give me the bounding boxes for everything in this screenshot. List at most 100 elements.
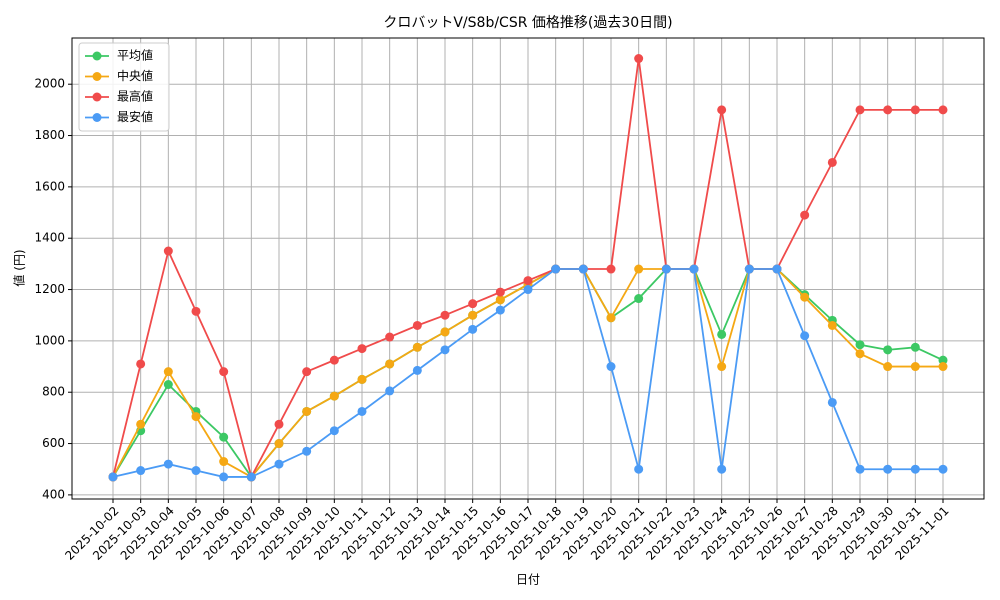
point bbox=[468, 299, 478, 309]
point bbox=[468, 310, 478, 320]
point bbox=[357, 406, 367, 416]
point bbox=[578, 264, 588, 274]
point bbox=[136, 359, 146, 369]
point bbox=[191, 412, 201, 422]
point bbox=[302, 367, 312, 377]
point bbox=[606, 313, 616, 323]
point bbox=[606, 264, 616, 274]
point bbox=[910, 342, 920, 352]
legend-label: 最高値 bbox=[117, 89, 153, 104]
legend-marker bbox=[92, 51, 102, 61]
point bbox=[827, 157, 837, 167]
point bbox=[274, 439, 284, 449]
point bbox=[717, 105, 727, 115]
point bbox=[634, 294, 644, 304]
point bbox=[219, 472, 229, 482]
y-tick-label: 400 bbox=[42, 487, 65, 501]
point bbox=[329, 355, 339, 365]
point bbox=[219, 432, 229, 442]
point bbox=[883, 345, 893, 355]
point bbox=[800, 331, 810, 341]
point bbox=[523, 285, 533, 295]
point bbox=[910, 464, 920, 474]
point bbox=[108, 472, 118, 482]
y-axis-label: 値 (円) bbox=[12, 249, 27, 286]
point bbox=[910, 362, 920, 372]
point bbox=[385, 332, 395, 342]
y-tick-label: 2000 bbox=[34, 77, 65, 91]
point bbox=[329, 391, 339, 401]
legend-marker bbox=[92, 72, 102, 81]
y-tick-label: 600 bbox=[42, 436, 65, 450]
y-tick-label: 1000 bbox=[34, 333, 65, 347]
x-axis-label: 日付 bbox=[516, 573, 540, 587]
legend-label: 平均値 bbox=[117, 48, 153, 63]
point bbox=[883, 464, 893, 474]
point bbox=[717, 362, 727, 372]
point bbox=[855, 340, 865, 350]
point bbox=[302, 446, 312, 456]
point bbox=[412, 342, 422, 352]
point bbox=[855, 349, 865, 359]
plot-frame bbox=[71, 37, 985, 500]
point bbox=[357, 374, 367, 384]
point bbox=[551, 264, 561, 274]
point bbox=[219, 367, 229, 377]
point bbox=[136, 466, 146, 476]
point bbox=[440, 310, 450, 320]
point bbox=[827, 397, 837, 407]
point bbox=[163, 459, 173, 469]
point bbox=[495, 287, 505, 297]
point bbox=[412, 365, 422, 375]
point bbox=[357, 344, 367, 354]
point bbox=[855, 464, 865, 474]
legend-label: 中央値 bbox=[117, 68, 153, 83]
point bbox=[717, 464, 727, 474]
point bbox=[772, 264, 782, 274]
point bbox=[136, 419, 146, 429]
y-tick-label: 800 bbox=[42, 385, 65, 399]
legend-marker bbox=[92, 92, 102, 102]
point bbox=[938, 464, 948, 474]
point bbox=[163, 367, 173, 377]
point bbox=[938, 362, 948, 372]
point bbox=[938, 355, 948, 365]
point bbox=[634, 264, 644, 274]
point bbox=[910, 105, 920, 115]
point bbox=[661, 264, 671, 274]
point bbox=[495, 295, 505, 305]
y-tick-label: 1400 bbox=[34, 231, 65, 245]
chart-title: クロバットV/S8b/CSR 価格推移(過去30日間) bbox=[383, 15, 672, 31]
legend-box bbox=[78, 42, 170, 132]
point bbox=[385, 386, 395, 396]
point bbox=[855, 105, 865, 115]
point bbox=[827, 320, 837, 330]
point bbox=[634, 54, 644, 64]
point bbox=[606, 362, 616, 372]
point bbox=[274, 459, 284, 469]
point bbox=[689, 264, 699, 274]
point bbox=[800, 210, 810, 220]
point bbox=[246, 472, 256, 482]
legend-marker bbox=[92, 113, 102, 122]
point bbox=[440, 327, 450, 337]
y-tick-label: 1600 bbox=[34, 179, 65, 193]
point bbox=[274, 419, 284, 429]
point bbox=[329, 426, 339, 436]
point bbox=[883, 362, 893, 372]
point bbox=[634, 464, 644, 474]
point bbox=[938, 105, 948, 115]
y-tick-label: 1200 bbox=[34, 282, 65, 296]
point bbox=[883, 105, 893, 115]
point bbox=[385, 359, 395, 369]
point bbox=[800, 292, 810, 302]
point bbox=[440, 345, 450, 355]
point bbox=[191, 466, 201, 476]
point bbox=[191, 306, 201, 316]
y-tick-label: 1800 bbox=[34, 128, 65, 142]
point bbox=[468, 324, 478, 334]
point bbox=[717, 329, 727, 339]
legend-label: 最安値 bbox=[117, 109, 153, 124]
